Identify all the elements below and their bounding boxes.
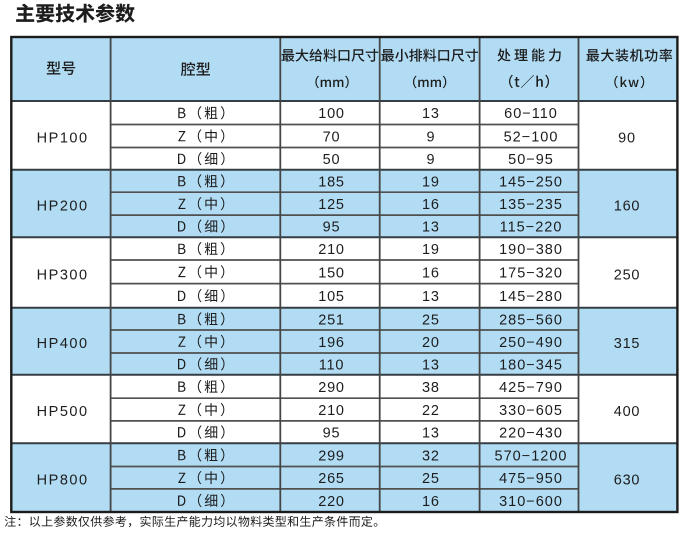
svg-text:50: 50 [323,152,341,168]
svg-text:330−605: 330−605 [499,403,563,419]
svg-text:20: 20 [422,335,440,351]
svg-text:175−320: 175−320 [499,265,563,281]
svg-text:115−220: 115−220 [500,220,563,236]
svg-text:13: 13 [422,289,440,305]
svg-text:220−430: 220−430 [499,426,563,442]
svg-text:145−250: 145−250 [499,175,563,191]
svg-text:HP300: HP300 [37,268,89,284]
svg-text:630: 630 [614,473,641,489]
svg-text:290: 290 [318,380,345,396]
svg-text:16: 16 [422,197,440,213]
svg-text:251: 251 [318,312,345,328]
svg-text:50−95: 50−95 [508,152,554,168]
svg-text:285−560: 285−560 [499,312,563,328]
svg-text:220: 220 [318,494,345,510]
svg-text:HP500: HP500 [37,404,89,420]
svg-text:299: 299 [318,448,345,464]
svg-text:185: 185 [318,175,345,191]
svg-text:145−280: 145−280 [499,289,563,305]
svg-text:HP200: HP200 [37,199,89,215]
svg-text:95: 95 [323,220,341,236]
svg-text:HP800: HP800 [37,473,89,489]
svg-text:HP400: HP400 [37,336,89,352]
svg-text:19: 19 [422,175,440,191]
svg-text:180−345: 180−345 [499,357,563,373]
svg-text:105: 105 [318,289,345,305]
svg-text:19: 19 [422,242,440,258]
svg-text:13: 13 [422,357,440,373]
svg-text:13: 13 [422,426,440,442]
svg-text:135−235: 135−235 [499,197,563,213]
svg-text:13: 13 [422,106,440,122]
svg-text:25: 25 [422,471,440,487]
svg-text:95: 95 [323,426,341,442]
svg-text:310−600: 310−600 [499,494,563,510]
svg-text:475−950: 475−950 [499,471,563,487]
svg-text:70: 70 [323,130,341,146]
svg-text:38: 38 [422,380,440,396]
svg-text:13: 13 [422,220,440,236]
svg-text:90: 90 [618,130,636,146]
svg-text:22: 22 [422,403,440,419]
svg-text:250: 250 [614,268,641,284]
svg-text:570−1200: 570−1200 [495,448,568,464]
svg-text:16: 16 [422,265,440,281]
svg-text:250−490: 250−490 [499,335,563,351]
svg-text:25: 25 [422,312,440,328]
svg-text:196: 196 [318,335,345,351]
svg-text:190−380: 190−380 [499,242,563,258]
svg-text:265: 265 [318,471,345,487]
svg-text:210: 210 [318,403,345,419]
svg-text:16: 16 [422,494,440,510]
svg-text:110: 110 [319,357,345,373]
svg-text:HP100: HP100 [37,130,89,146]
svg-text:32: 32 [422,448,440,464]
svg-text:160: 160 [614,199,641,215]
svg-text:425−790: 425−790 [499,380,563,396]
svg-text:60−110: 60−110 [504,106,558,122]
svg-text:125: 125 [318,197,345,213]
svg-text:150: 150 [318,265,345,281]
svg-text:210: 210 [318,242,345,258]
svg-text:9: 9 [426,130,435,146]
svg-text:100: 100 [318,106,345,122]
svg-text:52−100: 52−100 [504,130,559,146]
svg-text:400: 400 [614,404,641,420]
svg-text:315: 315 [614,336,641,352]
svg-text:9: 9 [426,152,435,168]
